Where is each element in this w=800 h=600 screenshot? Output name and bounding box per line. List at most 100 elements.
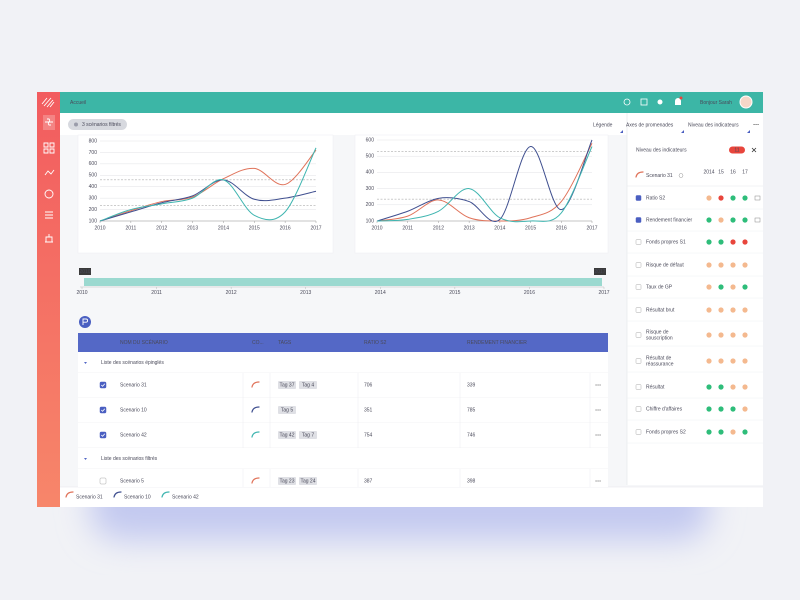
tag: Tag 5 xyxy=(281,408,293,414)
tag: Tag 7 xyxy=(302,433,314,439)
indicator-label: Ratio S2 xyxy=(646,195,665,201)
avatar[interactable] xyxy=(739,95,753,109)
status-dot xyxy=(742,217,748,223)
tag-chip xyxy=(299,431,317,439)
nav-building[interactable] xyxy=(45,234,53,243)
indicator-checkbox[interactable] xyxy=(635,307,642,313)
status-dot xyxy=(742,195,748,201)
tab[interactable]: Niveau des indicateurs xyxy=(688,122,739,128)
status-dot xyxy=(742,429,748,435)
timeline-handle[interactable] xyxy=(79,268,91,275)
group-title: Liste des scénarios filtrés xyxy=(101,456,158,462)
x-tick-label: 2012 xyxy=(156,225,167,231)
close-button[interactable] xyxy=(751,147,757,153)
indicator-checkbox[interactable] xyxy=(635,284,642,290)
group-caret[interactable] xyxy=(84,362,87,364)
status-dot xyxy=(706,195,712,201)
chip-icon xyxy=(74,122,78,127)
indicator-checkbox[interactable] xyxy=(635,406,642,412)
timeline-start: 2010 xyxy=(79,269,90,275)
column-header[interactable]: RATIO S2 xyxy=(364,340,387,346)
column-header[interactable]: NOM DU SCÉNARIO xyxy=(120,339,168,346)
color-swatch xyxy=(161,491,170,498)
indicator-checkbox[interactable] xyxy=(635,217,642,223)
sidebar-icons xyxy=(41,97,55,243)
nav-trend[interactable] xyxy=(44,169,55,176)
y-tick-label: 500 xyxy=(366,154,375,160)
subbar xyxy=(60,113,763,135)
icon-bell[interactable] xyxy=(675,98,681,105)
status-dot xyxy=(718,406,724,412)
legend-label: Scenario 10 xyxy=(124,494,151,500)
tab[interactable]: Axes de promenades xyxy=(626,122,674,128)
indicator-checkbox[interactable] xyxy=(635,262,642,268)
indicator-label: Résultat de xyxy=(646,355,672,361)
rendement-financier: 785 xyxy=(467,407,476,413)
filter-chip[interactable] xyxy=(68,119,127,130)
rendement-financier: 339 xyxy=(467,382,476,388)
status-dot xyxy=(718,195,724,201)
indicator-checkbox[interactable] xyxy=(635,384,642,390)
row-checkbox[interactable] xyxy=(99,431,107,439)
timeline-label: 2016 xyxy=(524,290,535,296)
tab-corner xyxy=(747,130,750,133)
tag: Tag 23 xyxy=(279,479,294,485)
icon-link[interactable] xyxy=(623,98,631,106)
sidebar xyxy=(37,92,60,507)
x-tick-label: 2014 xyxy=(494,225,505,231)
indicator-checkbox[interactable] xyxy=(635,239,642,245)
y-tick-label: 500 xyxy=(89,173,98,179)
panel-badge-count: 11 xyxy=(734,148,739,154)
nav-grid[interactable] xyxy=(43,142,55,154)
y-tick-label: 300 xyxy=(366,186,375,192)
tag-chip xyxy=(278,477,296,485)
indicator-checkbox[interactable] xyxy=(635,332,642,338)
year-header: 2014 xyxy=(703,169,714,175)
nav-link[interactable] xyxy=(45,118,53,126)
indicator-checkbox[interactable] xyxy=(635,429,642,435)
row-checkbox[interactable] xyxy=(99,477,107,485)
timeline-handle[interactable] xyxy=(594,268,606,275)
indicator-label: Chiffre d'affaires xyxy=(646,406,683,412)
icon-settings[interactable] xyxy=(657,99,663,105)
status-dot xyxy=(730,217,736,223)
ratio-s2: 754 xyxy=(364,432,373,438)
row-checkbox[interactable] xyxy=(99,406,107,414)
x-tick-label: 2016 xyxy=(280,225,291,231)
indicator-panel xyxy=(627,135,763,485)
x-tick-label: 2015 xyxy=(249,225,260,231)
year-header: 15 xyxy=(718,169,724,175)
icon-grid[interactable] xyxy=(640,98,648,106)
status-dot xyxy=(718,358,724,364)
status-dot xyxy=(742,307,748,313)
status-dot xyxy=(742,406,748,412)
column-header[interactable]: RENDEMENT FINANCIER xyxy=(467,340,527,346)
group-caret[interactable] xyxy=(84,458,87,460)
status-dot xyxy=(718,429,724,435)
nav-pie[interactable] xyxy=(44,189,54,199)
indicator-checkbox[interactable] xyxy=(635,195,642,201)
tag-chip xyxy=(278,431,296,439)
column-header[interactable]: TAGS xyxy=(278,340,292,346)
tab[interactable]: Légende xyxy=(593,122,613,128)
status-dot xyxy=(730,406,736,412)
nav-list[interactable] xyxy=(45,211,53,219)
status-dot xyxy=(718,332,724,338)
rendement-financier: 398 xyxy=(467,478,476,484)
status-dot xyxy=(730,239,736,245)
indicator-action[interactable] xyxy=(754,195,761,201)
x-tick-label: 2016 xyxy=(556,225,567,231)
status-dot xyxy=(718,284,724,290)
column-header[interactable]: CO... xyxy=(252,340,264,346)
status-dot xyxy=(730,284,736,290)
y-tick-label: 600 xyxy=(366,137,375,143)
row-checkbox[interactable] xyxy=(99,381,107,389)
status-dot xyxy=(706,406,712,412)
indicator-action[interactable] xyxy=(754,217,761,223)
status-dot xyxy=(742,358,748,364)
indicator-label: souscription xyxy=(646,335,673,341)
panel-badge xyxy=(729,146,745,154)
line-series xyxy=(376,143,593,222)
indicator-checkbox[interactable] xyxy=(635,358,642,364)
